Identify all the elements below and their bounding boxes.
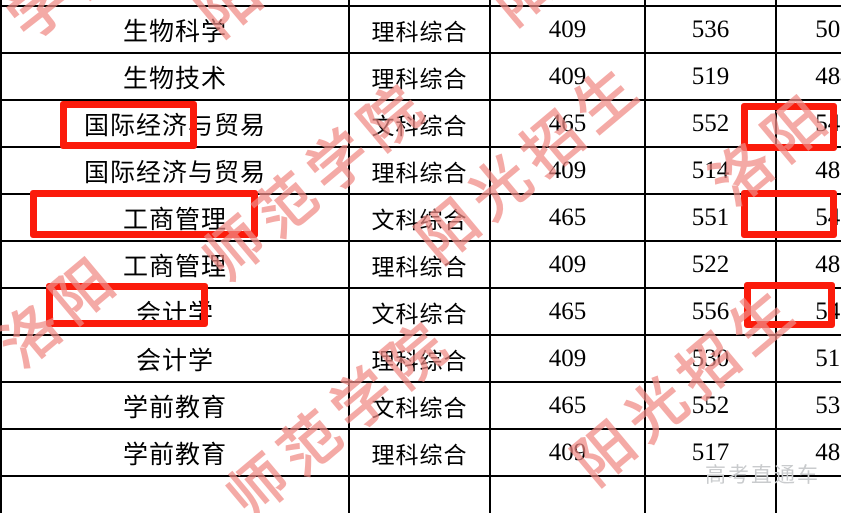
subject-cell: 理科综合 [348, 146, 491, 195]
major-cell: 学前教育 [0, 428, 350, 477]
major-cell [0, 475, 350, 513]
major-cell: 工商管理 [0, 193, 350, 242]
table-row: 学前教育 文科综合 465 552 539 [0, 381, 841, 430]
subject-cell: 理科综合 [348, 5, 491, 54]
subject-cell: 文科综合 [348, 287, 491, 336]
table-row: 工商管理 理科综合 409 522 485 [0, 240, 841, 289]
major-cell: 会计学 [0, 287, 350, 336]
score1-cell: 409 [489, 5, 646, 54]
subject-cell: 理科综合 [348, 240, 491, 289]
score1-cell: 465 [489, 193, 646, 242]
score2-cell [644, 475, 777, 513]
subject-cell: 理科综合 [348, 334, 491, 383]
table-row: 生物科学 理科综合 409 536 503 [0, 5, 841, 54]
table-row: 学前教育 理科综合 409 517 485 [0, 428, 841, 477]
score2-cell: 552 [644, 381, 777, 430]
score3-cell: 539 [775, 381, 841, 430]
score1-cell: 465 [489, 99, 646, 148]
score3-cell: 485 [775, 240, 841, 289]
score2-cell: 556 [644, 0, 777, 7]
subject-cell [348, 475, 491, 513]
table-row: 国际经济与贸易 文科综合 465 552 540 [0, 99, 841, 148]
table-row: 生物技术 理科综合 409 519 484 [0, 52, 841, 101]
major-cell: 教育学 [0, 0, 350, 7]
score2-cell: 519 [644, 52, 777, 101]
score3-cell: 484 [775, 52, 841, 101]
score2-cell: 556 [644, 287, 777, 336]
major-cell: 国际经济与贸易 [0, 99, 350, 148]
table-row: 教育学 文科综合 465 556 540 [0, 0, 841, 7]
score2-cell: 530 [644, 334, 777, 383]
major-cell: 工商管理 [0, 240, 350, 289]
major-cell: 生物科学 [0, 5, 350, 54]
score3-cell: 540 [775, 99, 841, 148]
table-row: 会计学 理科综合 409 530 513 [0, 334, 841, 383]
subject-cell: 理科综合 [348, 52, 491, 101]
subject-cell: 文科综合 [348, 99, 491, 148]
score2-cell: 522 [644, 240, 777, 289]
score3-cell [775, 475, 841, 513]
score3-cell: 540 [775, 193, 841, 242]
score1-cell: 409 [489, 146, 646, 195]
table-row: 会计学 文科综合 465 556 547 [0, 287, 841, 336]
major-cell: 国际经济与贸易 [0, 146, 350, 195]
score3-cell: 485 [775, 428, 841, 477]
table-row: 国际经济与贸易 理科综合 409 514 487 [0, 146, 841, 195]
score1-cell [489, 475, 646, 513]
score3-cell: 513 [775, 334, 841, 383]
score2-cell: 552 [644, 99, 777, 148]
subject-cell: 理科综合 [348, 428, 491, 477]
subject-cell: 文科综合 [348, 0, 491, 7]
score1-cell: 409 [489, 52, 646, 101]
table-row-partial [0, 475, 841, 513]
score1-cell: 465 [489, 287, 646, 336]
score1-cell: 409 [489, 240, 646, 289]
score1-cell: 465 [489, 381, 646, 430]
score1-cell: 409 [489, 334, 646, 383]
score2-cell: 551 [644, 193, 777, 242]
table-row: 工商管理 文科综合 465 551 540 [0, 193, 841, 242]
score3-cell: 547 [775, 287, 841, 336]
score2-cell: 514 [644, 146, 777, 195]
score2-cell: 536 [644, 5, 777, 54]
score3-cell: 540 [775, 0, 841, 7]
score1-cell: 409 [489, 428, 646, 477]
score2-cell: 517 [644, 428, 777, 477]
score1-cell: 465 [489, 0, 646, 7]
major-cell: 学前教育 [0, 381, 350, 430]
score3-cell: 487 [775, 146, 841, 195]
subject-cell: 文科综合 [348, 381, 491, 430]
major-cell: 生物技术 [0, 52, 350, 101]
score3-cell: 503 [775, 5, 841, 54]
subject-cell: 文科综合 [348, 193, 491, 242]
major-cell: 会计学 [0, 334, 350, 383]
